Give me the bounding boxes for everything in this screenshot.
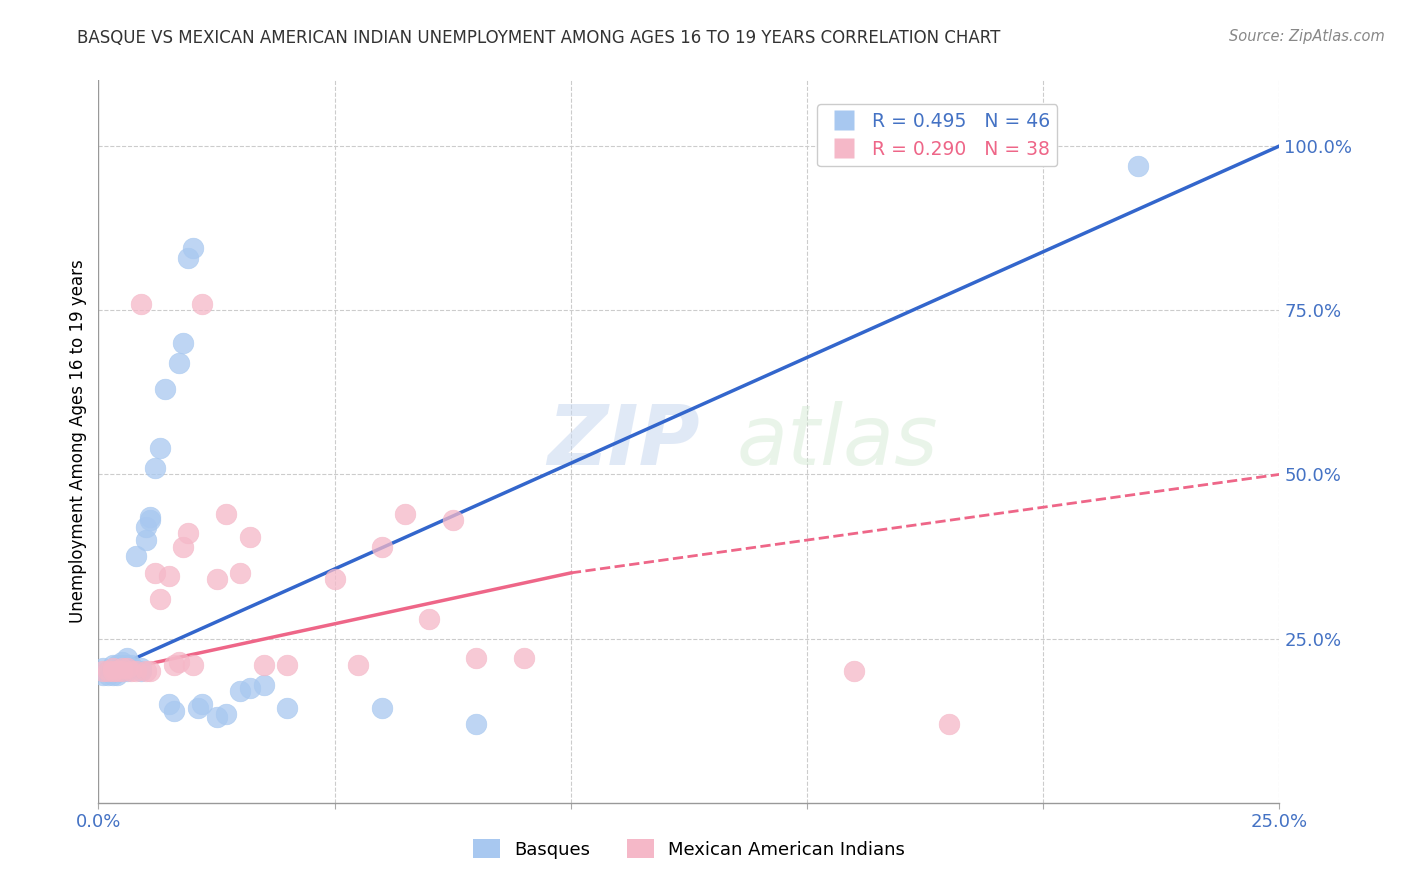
Point (157, 698, 180, 712)
Point (347, 657, 370, 672)
Point (157, 569, 180, 583)
Point (844, 665, 866, 679)
Point (441, 513, 464, 527)
Point (111, 655, 134, 669)
Point (172, 540, 194, 554)
Point (139, 510, 162, 524)
Point (115, 651, 138, 665)
Point (111, 661, 134, 675)
Point (121, 657, 143, 672)
Point (984, 139, 1007, 153)
Point (153, 382, 176, 396)
Point (181, 241, 204, 255)
Point (276, 657, 298, 672)
Point (465, 717, 488, 731)
Point (149, 441, 172, 455)
Point (512, 651, 534, 665)
Point (105, 665, 128, 679)
Point (105, 665, 128, 679)
Point (101, 657, 124, 672)
Point (191, 296, 214, 310)
Point (91, 665, 114, 679)
Point (111, 665, 134, 679)
Point (101, 665, 124, 679)
Point (465, 651, 488, 665)
Point (177, 526, 200, 541)
Point (172, 336, 194, 351)
Point (135, 665, 157, 679)
Point (1126, 159, 1149, 173)
Point (239, 530, 262, 544)
Point (111, 657, 134, 672)
Point (276, 700, 298, 714)
Point (135, 520, 157, 534)
Point (177, 251, 200, 265)
Point (205, 710, 228, 724)
Point (143, 460, 166, 475)
Point (239, 681, 262, 695)
Text: Source: ZipAtlas.com: Source: ZipAtlas.com (1229, 29, 1385, 44)
Point (101, 665, 124, 679)
Point (371, 700, 394, 714)
Point (129, 661, 152, 675)
Point (139, 513, 162, 527)
Point (187, 700, 209, 714)
Point (143, 566, 166, 580)
Point (105, 667, 128, 681)
Point (135, 533, 157, 547)
Point (91, 661, 114, 675)
Point (121, 661, 143, 675)
Y-axis label: Unemployment Among Ages 16 to 19 years: Unemployment Among Ages 16 to 19 years (69, 260, 87, 624)
Point (115, 661, 138, 675)
Point (394, 507, 416, 521)
Point (129, 665, 152, 679)
Point (253, 677, 276, 691)
Point (253, 657, 276, 672)
Point (115, 657, 138, 672)
Point (163, 657, 186, 672)
Point (97, 665, 120, 679)
Text: BASQUE VS MEXICAN AMERICAN INDIAN UNEMPLOYMENT AMONG AGES 16 TO 19 YEARS CORRELA: BASQUE VS MEXICAN AMERICAN INDIAN UNEMPL… (77, 29, 1001, 46)
Point (371, 540, 394, 554)
Point (129, 296, 152, 310)
Point (163, 704, 186, 718)
Point (101, 661, 124, 675)
Point (97, 667, 120, 681)
Point (215, 707, 238, 722)
Legend: Basques, Mexican American Indians: Basques, Mexican American Indians (465, 832, 912, 866)
Point (229, 684, 252, 698)
Point (115, 665, 138, 679)
Point (181, 657, 204, 672)
Point (938, 717, 960, 731)
Point (205, 573, 228, 587)
Point (418, 612, 440, 626)
Point (215, 507, 238, 521)
Point (111, 665, 134, 679)
Point (167, 356, 190, 370)
Text: atlas: atlas (737, 401, 938, 482)
Point (191, 698, 214, 712)
Point (97, 665, 120, 679)
Point (149, 592, 172, 607)
Point (105, 657, 128, 672)
Point (101, 667, 124, 681)
Point (167, 655, 190, 669)
Point (125, 549, 148, 564)
Point (323, 573, 346, 587)
Point (229, 566, 252, 580)
Point (125, 665, 148, 679)
Point (139, 665, 162, 679)
Point (121, 665, 143, 679)
Text: ZIP: ZIP (547, 401, 700, 482)
Point (91, 667, 114, 681)
